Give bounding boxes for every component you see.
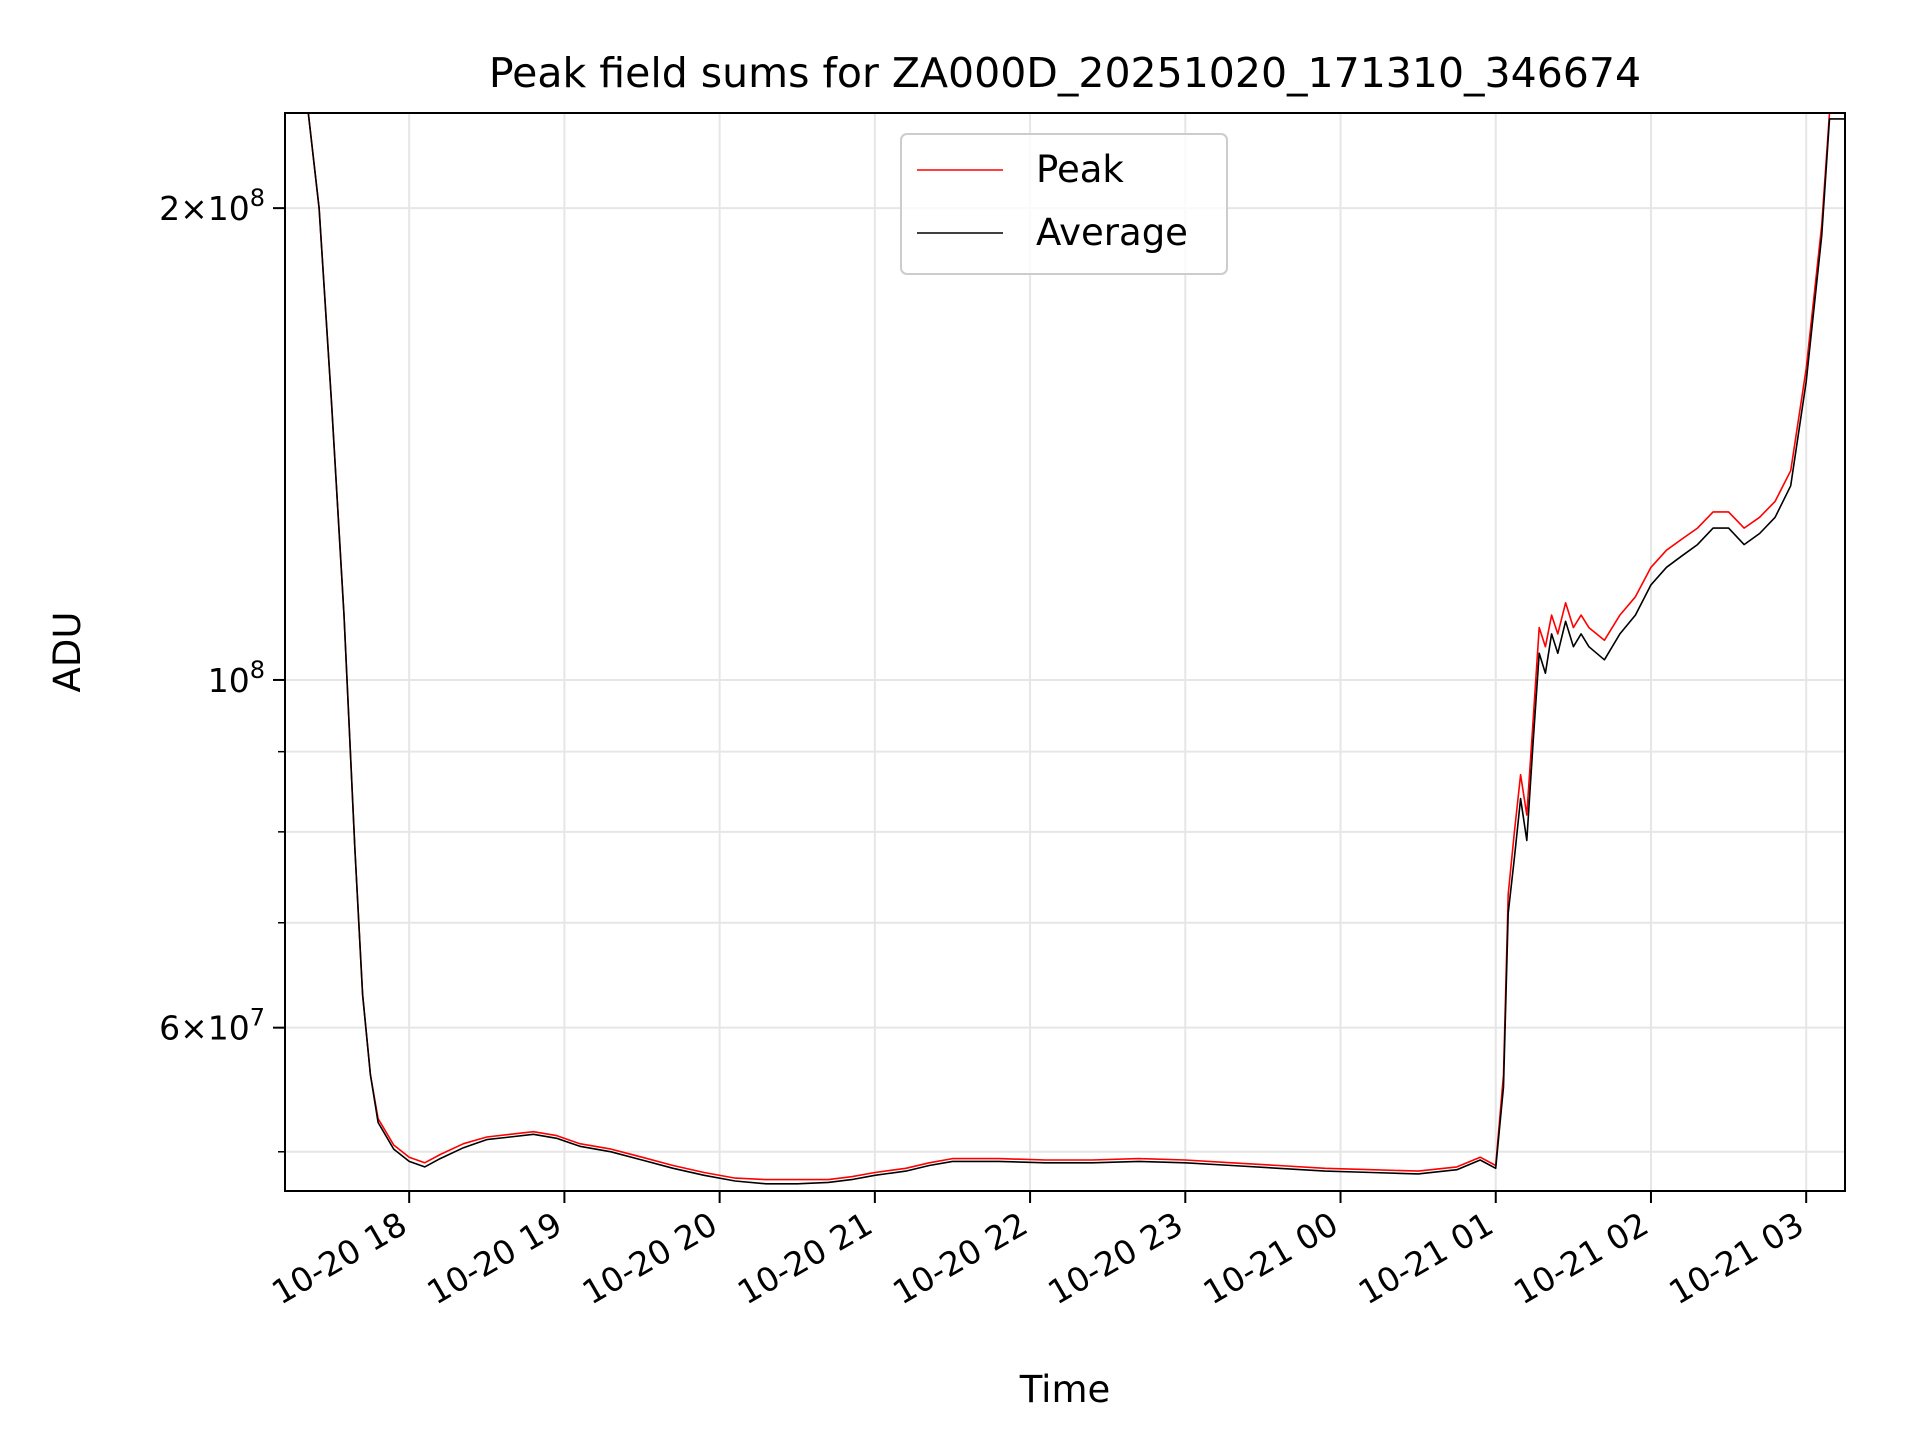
legend-label-average: Average [1036, 211, 1188, 254]
chart-title: Peak field sums for ZA000D_20251020_1713… [489, 49, 1641, 97]
data-series [288, 113, 1845, 1185]
grid-lines [285, 113, 1845, 1191]
legend: Peak Average [900, 133, 1228, 275]
y-tick-label: 6×107 [159, 1004, 265, 1048]
plot-area [285, 113, 1845, 1191]
plot-frame [284, 112, 1846, 1192]
y-tick-label: 2×108 [159, 184, 265, 228]
x-axis-label: Time [1019, 1368, 1111, 1411]
legend-label-peak: Peak [1036, 148, 1124, 191]
y-axis-label: ADU [46, 612, 89, 693]
legend-box [900, 133, 1228, 275]
y-tick-label: 108 [208, 656, 265, 700]
series-line-average [288, 113, 1845, 1185]
series-line-peak [288, 113, 1845, 1181]
